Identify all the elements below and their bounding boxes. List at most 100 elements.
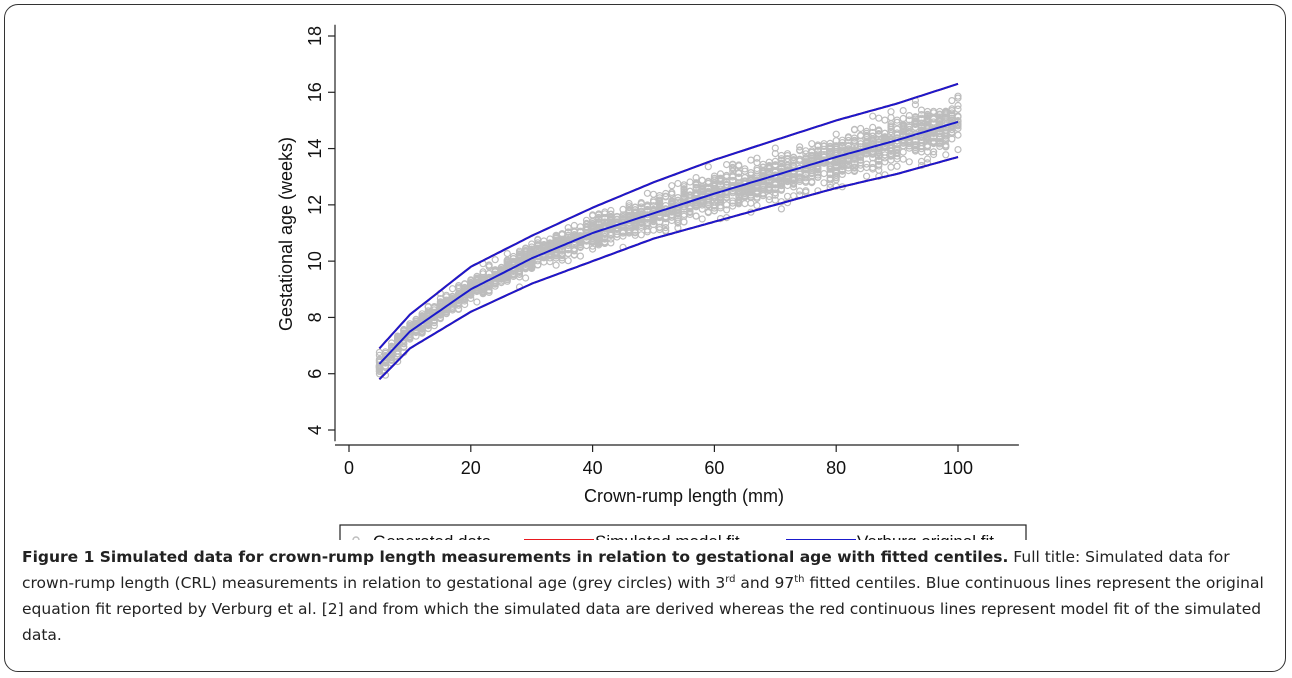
- data-point: [869, 112, 877, 120]
- data-point: [448, 285, 457, 293]
- data-point: [668, 216, 676, 225]
- data-point: [375, 367, 383, 375]
- data-point: [674, 206, 682, 214]
- data-point: [564, 224, 572, 232]
- data-point: [936, 137, 944, 145]
- data-point: [796, 187, 804, 195]
- x-tick-label: 20: [461, 458, 481, 478]
- data-point: [710, 174, 719, 182]
- data-point: [455, 282, 463, 290]
- data-point: [826, 139, 834, 147]
- legend: Generated data Simulated model fit Verbu…: [339, 524, 1027, 540]
- data-point: [777, 185, 786, 193]
- data-point: [832, 161, 840, 169]
- data-point: [741, 200, 749, 208]
- data-point: [552, 231, 560, 239]
- data-point: [929, 107, 938, 115]
- x-tick-label: 60: [704, 458, 724, 478]
- data-point: [777, 163, 786, 171]
- data-point: [631, 220, 639, 229]
- verburg-fit-line-3rd: [378, 156, 959, 381]
- data-point: [491, 282, 499, 290]
- data-point: [552, 248, 560, 256]
- data-point: [388, 339, 396, 347]
- data-point: [722, 161, 731, 169]
- axes: 0 20 40 60 80 100 4 6 8 10 12 14 16 18: [305, 24, 1019, 478]
- data-point: [911, 123, 920, 132]
- data-point: [838, 136, 846, 144]
- verburg-fit-line-97th: [378, 82, 959, 350]
- data-point: [759, 181, 767, 190]
- data-point: [607, 206, 615, 215]
- caption-text-1: Full title: Simulated data for crown-rum…: [22, 548, 1230, 592]
- data-point: [442, 293, 450, 301]
- y-tick-label: 6: [305, 369, 325, 379]
- data-point: [917, 133, 926, 142]
- data-point: [875, 114, 883, 122]
- legend-label-generated-data: Generated data: [373, 532, 492, 540]
- data-point: [704, 200, 712, 208]
- data-point: [899, 148, 907, 156]
- data-point: [643, 228, 652, 236]
- data-point: [528, 262, 536, 270]
- data-point: [735, 200, 743, 208]
- y-axis-label: Gestational age (weeks): [276, 137, 296, 331]
- data-point: [850, 137, 859, 145]
- data-point: [631, 206, 639, 214]
- data-point: [832, 130, 840, 138]
- caption-sup-rd: rd: [725, 573, 736, 585]
- data-point: [601, 210, 609, 218]
- data-point: [765, 158, 773, 166]
- data-point: [521, 247, 530, 255]
- data-point: [747, 194, 755, 202]
- y-tick-label: 18: [305, 26, 325, 46]
- data-point: [905, 144, 913, 152]
- data-point: [856, 132, 865, 140]
- data-point: [662, 192, 670, 200]
- data-point: [412, 317, 420, 325]
- data-point: [704, 163, 712, 171]
- caption-text-3: fitted centiles. Blue continuous lines r…: [22, 574, 1264, 644]
- data-point: [753, 154, 761, 162]
- legend-label-simulated-model-fit: Simulated model fit: [595, 532, 740, 540]
- data-point: [576, 238, 585, 246]
- data-point: [375, 364, 383, 372]
- data-point: [747, 185, 755, 193]
- data-point: [796, 170, 804, 178]
- data-point: [692, 174, 700, 182]
- data-point: [503, 261, 511, 269]
- x-axis-label: Crown-rump length (mm): [584, 486, 784, 506]
- data-point: [729, 161, 737, 169]
- data-point: [923, 155, 932, 163]
- data-point: [674, 179, 682, 188]
- data-point: [820, 179, 828, 187]
- x-tick-label: 100: [943, 458, 973, 478]
- legend-box: [339, 524, 1027, 540]
- data-point: [735, 169, 743, 178]
- data-point: [710, 176, 719, 184]
- data-point: [869, 132, 877, 140]
- data-point: [704, 209, 712, 217]
- scatter-points: [375, 92, 962, 379]
- data-point: [710, 172, 719, 180]
- data-point: [455, 305, 463, 313]
- data-point: [905, 158, 913, 166]
- data-point: [576, 252, 585, 260]
- data-point: [814, 147, 822, 156]
- data-point: [735, 197, 743, 205]
- data-point: [692, 212, 700, 220]
- data-point: [893, 146, 901, 155]
- data-point: [613, 233, 621, 241]
- data-point: [765, 169, 773, 177]
- data-point: [631, 209, 639, 217]
- fit-lines: [378, 82, 959, 381]
- data-point: [388, 353, 396, 361]
- data-point: [491, 256, 499, 264]
- data-point: [722, 171, 731, 180]
- data-point: [716, 198, 725, 206]
- data-point: [686, 208, 694, 216]
- data-point: [765, 184, 773, 192]
- data-point: [692, 180, 700, 188]
- data-point: [558, 254, 566, 262]
- data-point: [814, 173, 822, 181]
